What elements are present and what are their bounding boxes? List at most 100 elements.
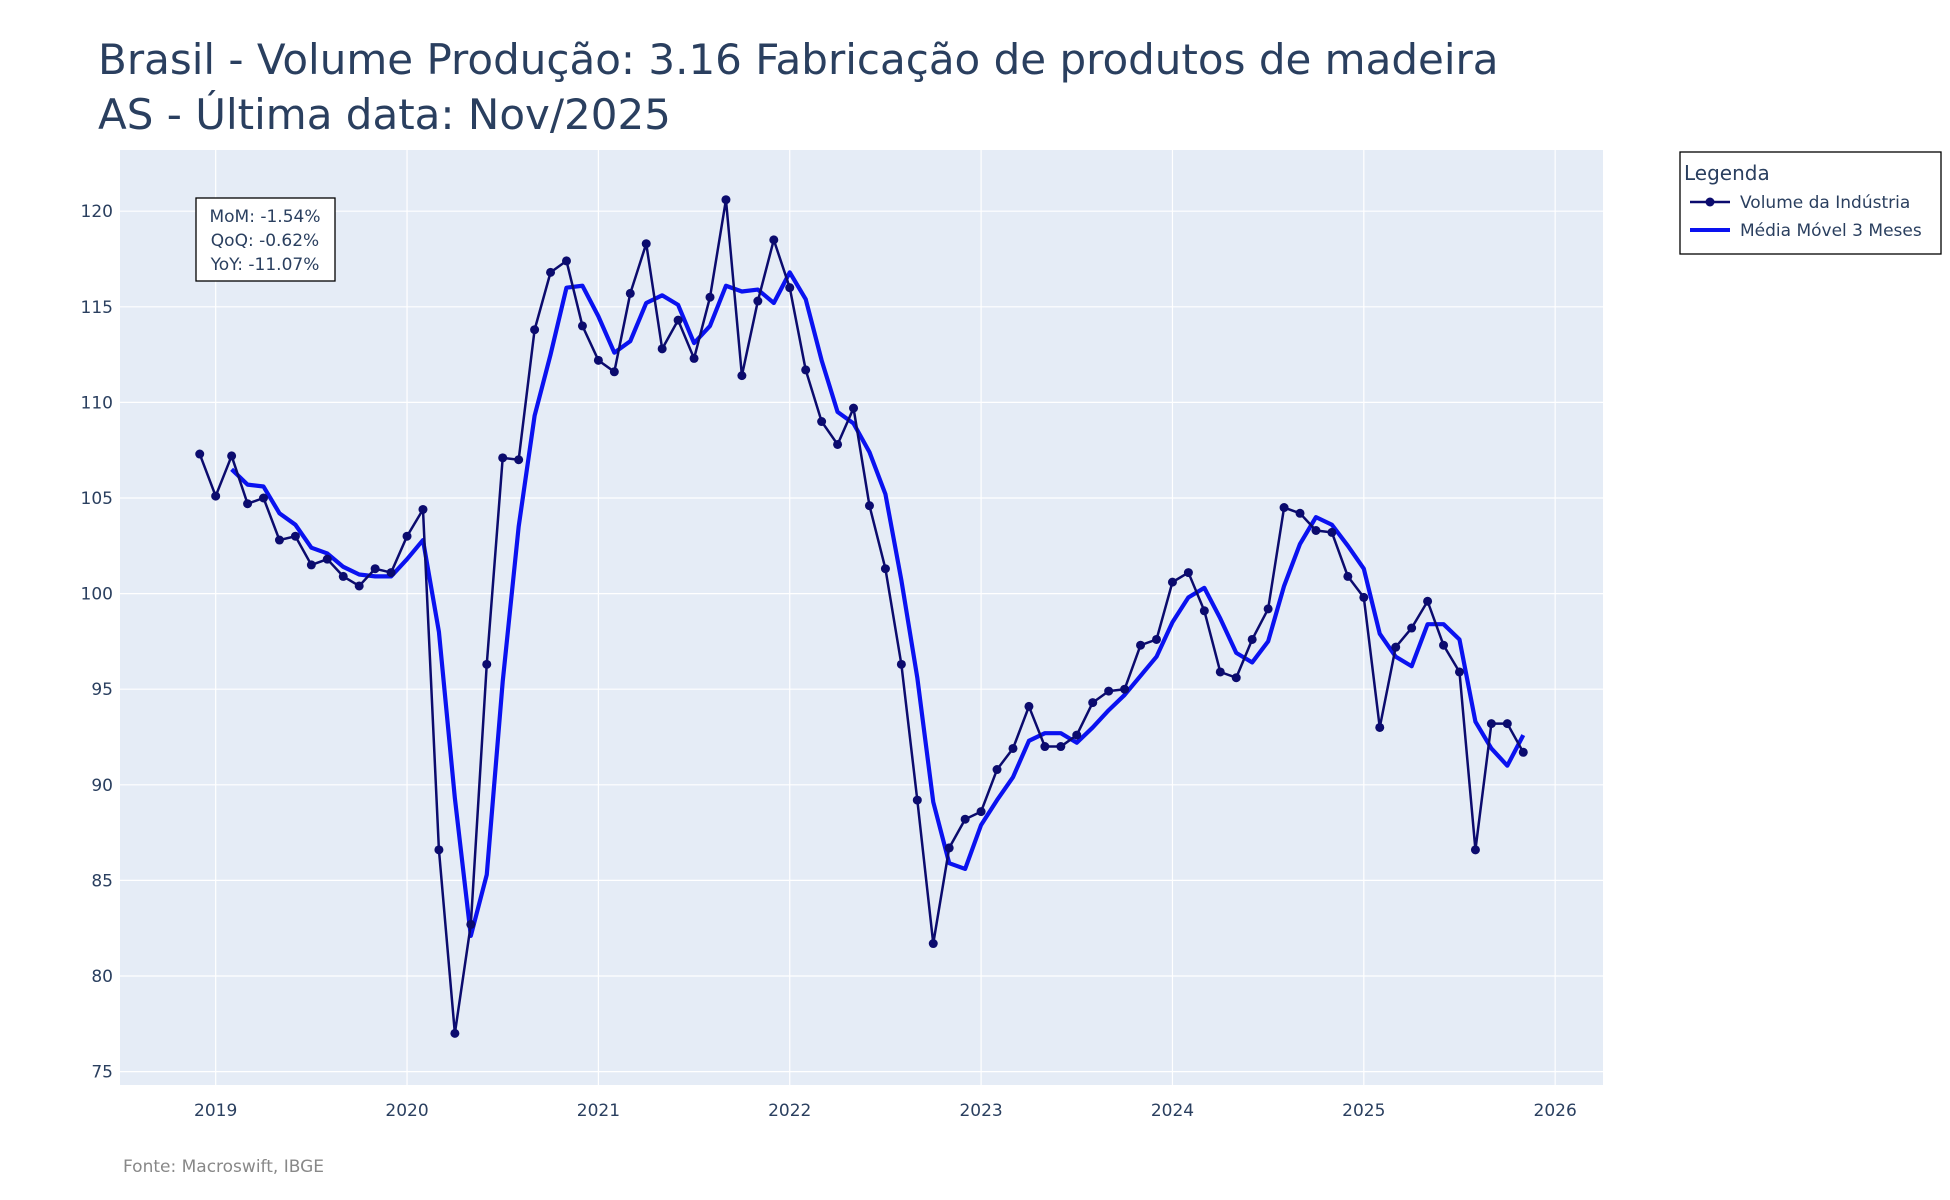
volume-data-point[interactable]: [1040, 742, 1050, 752]
volume-data-point[interactable]: [1439, 640, 1449, 650]
volume-data-point[interactable]: [817, 417, 827, 427]
volume-data-point[interactable]: [1359, 592, 1369, 602]
volume-data-point[interactable]: [785, 283, 795, 293]
series-media-movel-3-meses: [230, 270, 1526, 938]
volume-data-point[interactable]: [1104, 686, 1114, 696]
volume-data-point[interactable]: [1454, 667, 1464, 677]
volume-data-point[interactable]: [1295, 508, 1305, 518]
volume-data-point[interactable]: [1279, 503, 1289, 513]
volume-data-point[interactable]: [482, 659, 492, 669]
volume-data-point[interactable]: [498, 453, 508, 463]
volume-data-point[interactable]: [625, 288, 635, 298]
volume-data-point[interactable]: [1502, 719, 1512, 729]
volume-data-point[interactable]: [753, 296, 763, 306]
volume-data-point[interactable]: [1120, 684, 1130, 694]
volume-data-point[interactable]: [1056, 742, 1066, 752]
volume-data-point[interactable]: [1391, 642, 1401, 652]
volume-data-point[interactable]: [928, 939, 938, 949]
grid: [120, 150, 1603, 1085]
volume-data-point[interactable]: [561, 256, 571, 266]
volume-data-point[interactable]: [259, 493, 269, 503]
y-tick-label: 95: [91, 680, 113, 700]
volume-data-point[interactable]: [338, 571, 348, 581]
volume-data-point[interactable]: [530, 325, 540, 335]
y-tick-label: 100: [81, 585, 113, 605]
volume-data-point[interactable]: [577, 321, 587, 331]
volume-data-point[interactable]: [1152, 634, 1162, 644]
volume-data-point[interactable]: [609, 367, 619, 377]
volume-data-point[interactable]: [641, 239, 651, 249]
volume-data-point[interactable]: [211, 491, 221, 501]
volume-data-point[interactable]: [1327, 527, 1337, 537]
volume-data-point[interactable]: [1215, 667, 1225, 677]
volume-data-point[interactable]: [673, 315, 683, 325]
volume-data-point[interactable]: [434, 845, 444, 855]
volume-data-point[interactable]: [354, 581, 364, 591]
volume-data-point[interactable]: [1136, 640, 1146, 650]
volume-data-point[interactable]: [386, 568, 396, 578]
volume-data-point[interactable]: [705, 292, 715, 302]
volume-data-point[interactable]: [322, 554, 332, 564]
volume-data-point[interactable]: [546, 267, 556, 277]
volume-data-point[interactable]: [1247, 634, 1257, 644]
volume-data-point[interactable]: [896, 659, 906, 669]
volume-data-point[interactable]: [1518, 747, 1528, 757]
volume-data-point[interactable]: [514, 455, 524, 465]
volume-data-point[interactable]: [657, 344, 667, 354]
volume-data-point[interactable]: [976, 807, 986, 817]
volume-data-point[interactable]: [1167, 577, 1177, 587]
y-tick-label: 90: [91, 776, 113, 796]
source-note: Fonte: Macroswift, IBGE: [123, 1157, 324, 1177]
volume-data-point[interactable]: [1183, 568, 1193, 578]
legend-title[interactable]: Legenda: [1684, 161, 1770, 185]
volume-data-point[interactable]: [593, 355, 603, 365]
x-tick-label: 2025: [1342, 1101, 1385, 1121]
volume-data-point[interactable]: [1486, 719, 1496, 729]
volume-data-point[interactable]: [864, 501, 874, 511]
x-tick-label: 2021: [577, 1101, 620, 1121]
volume-data-point[interactable]: [306, 560, 316, 570]
legend-label-moving-average: Média Móvel 3 Meses: [1740, 221, 1922, 241]
volume-data-point[interactable]: [689, 353, 699, 363]
volume-data-point[interactable]: [1088, 698, 1098, 708]
volume-data-point[interactable]: [801, 365, 811, 375]
volume-data-point[interactable]: [960, 814, 970, 824]
volume-data-point[interactable]: [402, 531, 412, 541]
volume-data-point[interactable]: [1375, 722, 1385, 732]
volume-data-point[interactable]: [1423, 596, 1433, 606]
moving-average-line[interactable]: [230, 270, 1526, 938]
chart-title-line-2: AS - Última data: Nov/2025: [98, 89, 671, 139]
volume-data-point[interactable]: [992, 765, 1002, 775]
legend-item-moving-average[interactable]: Média Móvel 3 Meses: [1690, 221, 1922, 241]
volume-data-point[interactable]: [833, 439, 843, 449]
volume-data-point[interactable]: [769, 235, 779, 245]
volume-data-point[interactable]: [912, 795, 922, 805]
volume-data-point[interactable]: [1199, 606, 1209, 616]
volume-data-point[interactable]: [1231, 673, 1241, 683]
volume-data-point[interactable]: [1407, 623, 1417, 633]
y-tick-label: 110: [81, 393, 113, 413]
volume-data-point[interactable]: [195, 449, 205, 459]
x-tick-label: 2023: [959, 1101, 1002, 1121]
volume-data-point[interactable]: [290, 531, 300, 541]
volume-data-point[interactable]: [1263, 604, 1273, 614]
volume-data-point[interactable]: [1343, 571, 1353, 581]
volume-data-point[interactable]: [1072, 730, 1082, 740]
volume-data-point[interactable]: [466, 919, 476, 929]
volume-data-point[interactable]: [274, 535, 284, 545]
volume-data-point[interactable]: [450, 1028, 460, 1038]
volume-data-point[interactable]: [1008, 743, 1018, 753]
volume-data-point[interactable]: [849, 403, 859, 413]
volume-data-point[interactable]: [370, 564, 380, 574]
volume-data-point[interactable]: [1311, 526, 1321, 535]
volume-data-point[interactable]: [944, 843, 954, 853]
volume-data-point[interactable]: [1470, 845, 1480, 855]
volume-data-point[interactable]: [737, 371, 747, 381]
volume-data-point[interactable]: [721, 195, 731, 205]
volume-data-point[interactable]: [243, 499, 253, 509]
volume-data-point[interactable]: [227, 451, 237, 461]
volume-data-point[interactable]: [1024, 701, 1034, 711]
legend-item-volume[interactable]: Volume da Indústria: [1690, 193, 1910, 213]
volume-data-point[interactable]: [418, 504, 428, 514]
volume-data-point[interactable]: [880, 564, 890, 574]
